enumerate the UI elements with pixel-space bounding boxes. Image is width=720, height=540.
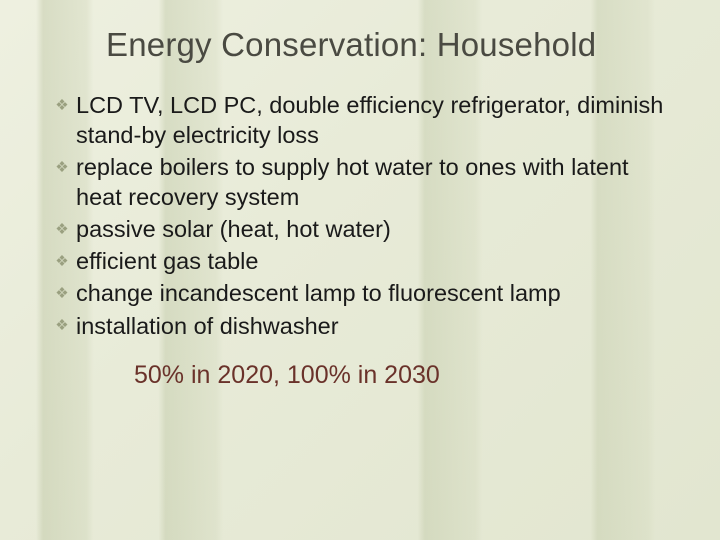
bullet-text: installation of dishwasher [76,311,339,341]
diamond-bullet-icon: ❖ [54,218,70,240]
bullet-text: efficient gas table [76,246,258,276]
slide-content: Energy Conservation: Household ❖ LCD TV,… [0,0,720,390]
slide: Energy Conservation: Household ❖ LCD TV,… [0,0,720,540]
bullet-text: change incandescent lamp to fluorescent … [76,278,561,308]
footer-summary: 50% in 2020, 100% in 2030 [134,361,678,390]
diamond-bullet-icon: ❖ [54,250,70,272]
slide-title: Energy Conservation: Household [106,26,678,64]
bullet-text: replace boilers to supply hot water to o… [76,152,678,212]
diamond-bullet-icon: ❖ [54,156,70,178]
bullet-text: passive solar (heat, hot water) [76,214,391,244]
list-item: ❖ LCD TV, LCD PC, double efficiency refr… [54,90,678,150]
list-item: ❖ passive solar (heat, hot water) [54,214,678,244]
list-item: ❖ replace boilers to supply hot water to… [54,152,678,212]
bullet-list: ❖ LCD TV, LCD PC, double efficiency refr… [54,90,678,341]
list-item: ❖ efficient gas table [54,246,678,276]
bullet-text: LCD TV, LCD PC, double efficiency refrig… [76,90,678,150]
list-item: ❖ installation of dishwasher [54,311,678,341]
list-item: ❖ change incandescent lamp to fluorescen… [54,278,678,308]
diamond-bullet-icon: ❖ [54,282,70,304]
diamond-bullet-icon: ❖ [54,94,70,116]
diamond-bullet-icon: ❖ [54,315,70,337]
